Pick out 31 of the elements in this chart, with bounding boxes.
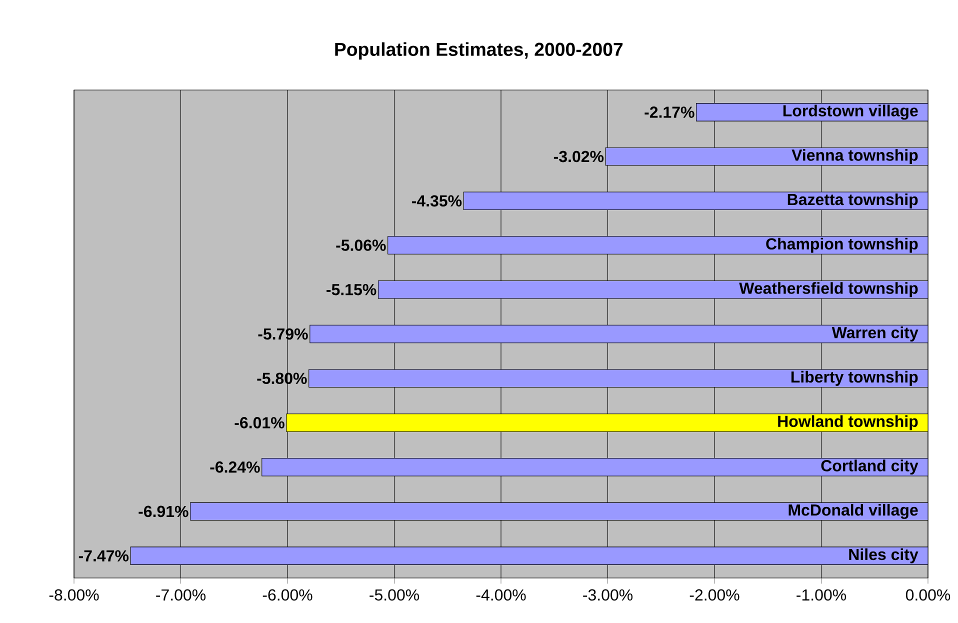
x-tick-label: -6.00% [262,589,312,601]
x-tick-label: -5.00% [370,589,420,601]
x-tick-label: -7.00% [156,589,206,601]
data-label: -2.17% [644,106,694,118]
data-label: -5.79% [258,328,308,340]
y-tick-label: Warren city [832,326,918,342]
y-tick-label: Niles city [849,548,918,564]
y-tick-label: Champion township [766,238,918,253]
x-tick-label: 0.00% [906,589,950,601]
data-label: -6.01% [234,417,284,428]
x-tick-label: -1.00% [796,589,846,601]
y-tick-label: Bazetta township [788,193,918,208]
data-label: -6.24% [210,461,260,473]
y-tick-label: Liberty township [791,370,918,386]
chart-title: Population Estimates, 2000-2007 [335,42,623,60]
y-tick-label: McDonald village [788,504,918,519]
y-tick-label: Weathersfield township [739,282,918,298]
y-tick-label: Cortland city [821,460,918,475]
data-label: -5.15% [326,284,376,296]
data-label: -5.80% [257,372,307,384]
y-tick-label: Vienna township [792,149,918,164]
y-tick-label: Lordstown village [783,104,918,120]
x-tick-label: -3.00% [583,589,633,601]
data-label: -3.02% [554,150,604,162]
x-tick-label: -2.00% [690,589,740,601]
y-tick-label: Howland township [778,415,918,430]
x-tick-label: -8.00% [49,589,99,601]
data-label: -4.35% [412,195,462,207]
data-label: -7.47% [78,550,129,562]
x-tick-label: -4.00% [476,589,526,601]
data-label: -5.06% [336,240,386,251]
